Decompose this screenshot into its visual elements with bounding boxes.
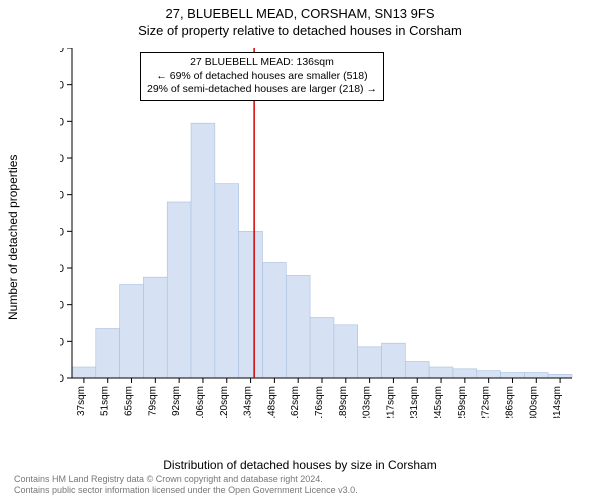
annotation-line3: 29% of semi-detached houses are larger (… [147, 83, 377, 97]
histogram-bar [334, 325, 358, 378]
y-tick-label: 60 [60, 263, 64, 275]
histogram-bar [215, 184, 239, 378]
x-tick-label: 134sqm [243, 386, 254, 418]
histogram-bar [286, 275, 310, 378]
x-tick-label: 189sqm [338, 386, 349, 418]
y-tick-label: 180 [60, 48, 64, 55]
x-tick-label: 245sqm [433, 386, 444, 418]
histogram-bar [429, 367, 453, 378]
histogram-bar [524, 373, 548, 379]
x-axis-label: Distribution of detached houses by size … [0, 458, 600, 472]
y-tick-label: 0 [60, 373, 64, 385]
footer-attribution: Contains HM Land Registry data © Crown c… [14, 474, 358, 496]
histogram-bar [262, 263, 286, 379]
histogram-bar [167, 202, 191, 378]
x-tick-label: 148sqm [266, 386, 277, 418]
x-tick-label: 162sqm [290, 386, 301, 418]
x-tick-label: 203sqm [362, 386, 373, 418]
y-tick-label: 120 [60, 153, 64, 165]
annotation-box: 27 BLUEBELL MEAD: 136sqm ← 69% of detach… [140, 52, 384, 101]
chart-container: 27, BLUEBELL MEAD, CORSHAM, SN13 9FS Siz… [0, 0, 600, 500]
histogram-bar [477, 371, 501, 378]
histogram-bar [96, 329, 120, 379]
histogram-bar [382, 343, 406, 378]
x-tick-label: 176sqm [314, 386, 325, 418]
histogram-bar [453, 369, 477, 378]
x-tick-label: 231sqm [409, 386, 420, 418]
x-tick-label: 51sqm [100, 386, 111, 416]
histogram-bar [358, 347, 382, 378]
x-tick-label: 65sqm [124, 386, 135, 416]
x-tick-label: 286sqm [504, 386, 515, 418]
footer-line2: Contains public sector information licen… [14, 485, 358, 496]
y-tick-label: 140 [60, 116, 64, 128]
x-tick-label: 314sqm [552, 386, 563, 418]
histogram-plot: 0 20 40 60 80 100 120 140 160 180 37sqm 51sqm 65sqm 7… [60, 48, 580, 418]
histogram-bar [548, 374, 572, 378]
y-tick-label: 20 [60, 336, 64, 348]
y-tick-label: 80 [60, 226, 64, 238]
x-tick-label: 37sqm [76, 386, 87, 416]
x-tick-label: 79sqm [147, 386, 158, 416]
x-tick-label: 106sqm [195, 386, 206, 418]
y-tick-label: 160 [60, 80, 64, 92]
annotation-line1: 27 BLUEBELL MEAD: 136sqm [147, 56, 377, 70]
x-tick-label: 120sqm [219, 386, 230, 418]
annotation-line2: ← 69% of detached houses are smaller (51… [147, 70, 377, 84]
histogram-bar [120, 285, 144, 379]
page-title-subtitle: Size of property relative to detached ho… [0, 21, 600, 38]
x-tick-label: 272sqm [481, 386, 492, 418]
page-title-address: 27, BLUEBELL MEAD, CORSHAM, SN13 9FS [0, 0, 600, 21]
histogram-bar [191, 123, 215, 378]
x-tick-label: 92sqm [171, 386, 182, 416]
histogram-bar [310, 318, 334, 379]
x-tick-label: 300sqm [528, 386, 539, 418]
x-tick-label: 217sqm [385, 386, 396, 418]
histogram-bar [72, 367, 96, 378]
histogram-bar [501, 373, 525, 379]
histogram-bar [405, 362, 429, 379]
chart-area: 0 20 40 60 80 100 120 140 160 180 37sqm 51sqm 65sqm 7… [60, 48, 580, 418]
footer-line1: Contains HM Land Registry data © Crown c… [14, 474, 358, 485]
x-tick-label: 259sqm [457, 386, 468, 418]
y-tick-label: 100 [60, 190, 64, 202]
y-tick-label: 40 [60, 300, 64, 312]
y-axis-label: Number of detached properties [6, 155, 20, 320]
histogram-bar [143, 277, 167, 378]
histogram-bar [239, 231, 263, 378]
